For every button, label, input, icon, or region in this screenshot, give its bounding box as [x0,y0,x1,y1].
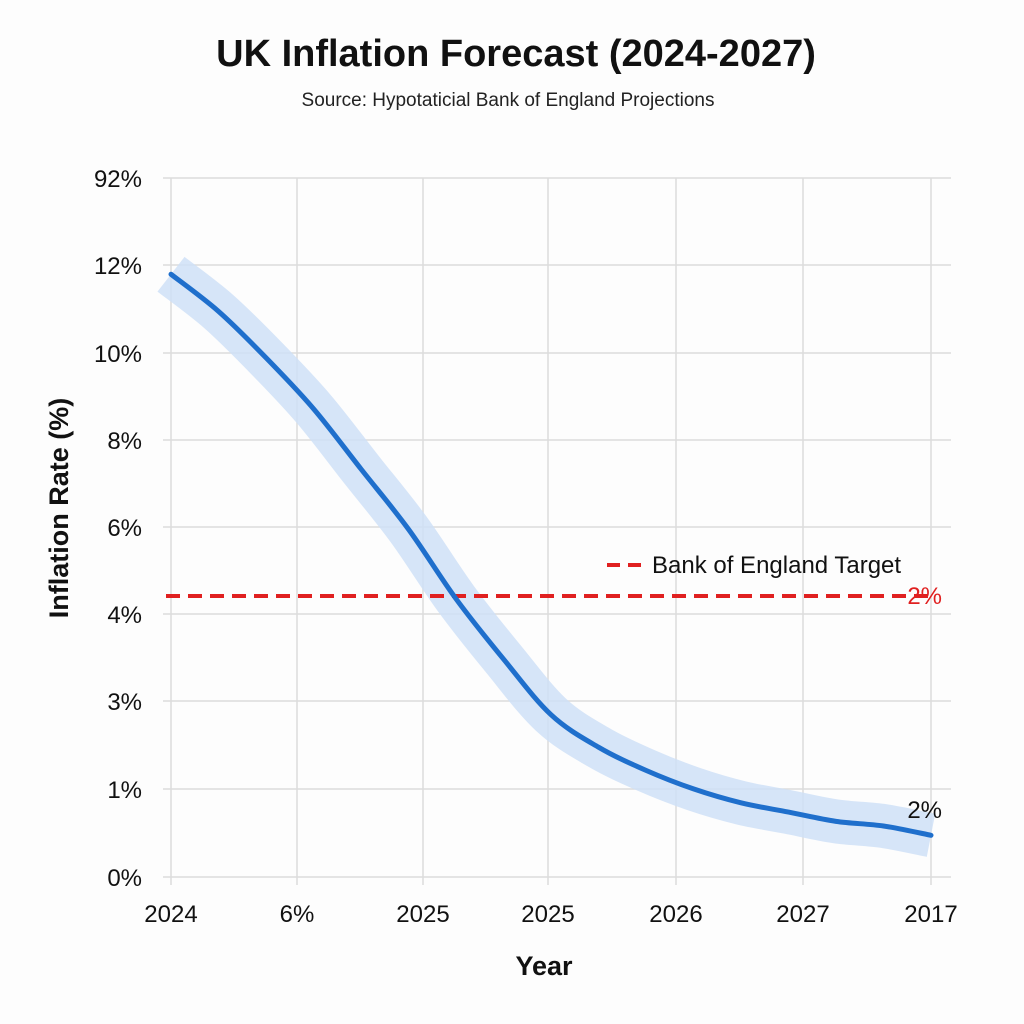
chart-subtitle: Source: Hypotaticial Bank of England Pro… [302,90,715,111]
y-tick-label: 6% [107,515,142,542]
tick-labels: 0% 1% 3% 4% 6% 8% 10% 12% 92% 2024 6% 2025 2025 2026 2… [94,166,958,928]
x-tick-label: 2026 [649,901,702,928]
x-tick-label: 2017 [904,901,957,928]
y-tick-label: 10% [94,341,142,368]
series-line [168,271,934,838]
x-tick-label: 6% [280,901,315,928]
legend: Bank of England Target [607,552,901,579]
x-axis-label: Year [515,951,573,981]
y-tick-label: 92% [94,166,142,193]
end-value-label: 2% [907,797,942,824]
chart-title: UK Inflation Forecast (2024-2027) [216,33,816,75]
x-tick-label: 2027 [776,901,829,928]
y-tick-label: 0% [107,865,142,892]
target-value-label: 2% [907,583,942,610]
y-tick-label: 12% [94,253,142,280]
y-tick-label: 8% [107,428,142,455]
y-tick-label: 1% [107,777,142,804]
series-line-layer [168,271,934,838]
legend-label: Bank of England Target [652,552,901,579]
y-tick-label: 3% [107,689,142,716]
x-tick-label: 2024 [144,901,197,928]
x-tick-label: 2025 [521,901,574,928]
grid [163,177,951,885]
y-tick-label: 4% [107,602,142,629]
x-tick-label: 2025 [396,901,449,928]
y-axis-label: Inflation Rate (%) [44,398,74,619]
